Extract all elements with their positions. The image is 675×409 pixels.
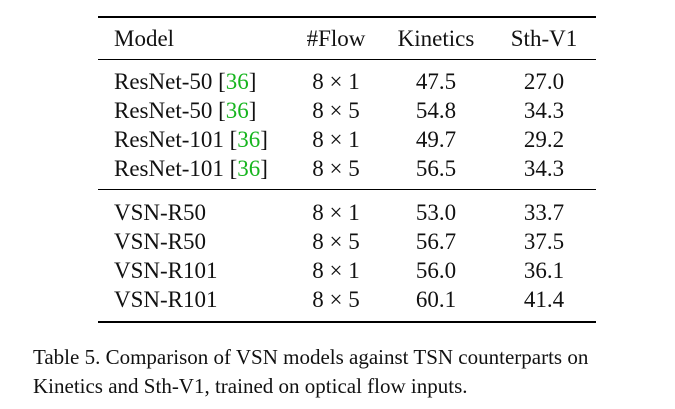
citation-close: ] — [248, 69, 257, 94]
table-header-row: Model #Flow Kinetics Sth-V1 — [98, 24, 596, 53]
citation-link[interactable]: 36 — [237, 156, 261, 181]
sth-v1-cell: 34.3 — [523, 156, 565, 181]
kinetics-cell: 56.5 — [415, 156, 457, 181]
kinetics-cell: 56.0 — [415, 258, 457, 283]
sth-v1-cell: 34.3 — [523, 98, 565, 123]
citation-close: ] — [260, 127, 268, 152]
flow-cell: 8 × 5 — [312, 287, 360, 312]
sth-v1-cell: 41.4 — [523, 287, 565, 312]
table-section-rule — [98, 189, 596, 190]
flow-cell: 8 × 1 — [312, 200, 360, 225]
model-name-cell: ResNet-50 [36] — [114, 67, 256, 96]
flow-cell: 8 × 1 — [312, 258, 360, 283]
table-caption: Table 5. Comparison of VSN models agains… — [33, 343, 673, 401]
header-sth-v1: Sth-V1 — [510, 26, 578, 51]
table-top-rule — [98, 16, 596, 18]
model-name: VSN-R101 — [114, 258, 218, 283]
model-name: VSN-R50 — [114, 200, 207, 225]
model-name: ResNet-101 [ — [114, 156, 238, 181]
table-row: VSN-R101 8 × 5 60.1 41.4 — [98, 285, 596, 314]
sth-v1-cell: 27.0 — [523, 69, 565, 94]
table-row: ResNet-101 [36] 8 × 5 56.5 34.3 — [98, 154, 596, 183]
kinetics-cell: 47.5 — [415, 69, 457, 94]
header-kinetics: Kinetics — [397, 26, 475, 51]
model-name: VSN-R50 — [114, 229, 207, 254]
sth-v1-cell: 36.1 — [523, 258, 565, 283]
table-bottom-rule — [98, 321, 596, 323]
flow-cell: 8 × 1 — [312, 127, 360, 152]
citation-close: ] — [248, 98, 257, 123]
model-name-cell: ResNet-50 [36] — [114, 96, 256, 125]
flow-cell: 8 × 5 — [312, 156, 360, 181]
citation-close: ] — [260, 156, 268, 181]
citation-link[interactable]: 36 — [225, 69, 249, 94]
table-row: ResNet-50 [36] 8 × 5 54.8 34.3 — [98, 96, 596, 125]
model-name: VSN-R101 — [114, 287, 218, 312]
citation-link[interactable]: 36 — [237, 127, 261, 152]
flow-cell: 8 × 5 — [312, 229, 360, 254]
table-row: VSN-R50 8 × 1 53.0 33.7 — [98, 198, 596, 227]
model-name-cell: ResNet-101 [36] — [114, 154, 268, 183]
table-row: VSN-R50 8 × 5 56.7 37.5 — [98, 227, 596, 256]
table-row: VSN-R101 8 × 1 56.0 36.1 — [98, 256, 596, 285]
kinetics-cell: 53.0 — [415, 200, 457, 225]
table-row: ResNet-50 [36] 8 × 1 47.5 27.0 — [98, 67, 596, 96]
caption-line-2: Kinetics and Sth-V1, trained on optical … — [33, 374, 468, 398]
sth-v1-cell: 37.5 — [523, 229, 565, 254]
caption-line-1: Table 5. Comparison of VSN models agains… — [33, 345, 589, 369]
sth-v1-cell: 29.2 — [523, 127, 565, 152]
table-header-rule — [98, 59, 596, 60]
header-model: Model — [114, 26, 175, 51]
model-name: ResNet-101 [ — [114, 127, 238, 152]
model-name: ResNet-50 [ — [114, 69, 226, 94]
sth-v1-cell: 33.7 — [523, 200, 565, 225]
table-row: ResNet-101 [36] 8 × 1 49.7 29.2 — [98, 125, 596, 154]
model-name-cell: ResNet-101 [36] — [114, 125, 268, 154]
header-flow: #Flow — [306, 26, 366, 51]
model-name: ResNet-50 [ — [114, 98, 226, 123]
flow-cell: 8 × 1 — [312, 69, 360, 94]
kinetics-cell: 60.1 — [415, 287, 457, 312]
kinetics-cell: 49.7 — [415, 127, 457, 152]
kinetics-cell: 54.8 — [415, 98, 457, 123]
flow-cell: 8 × 5 — [312, 98, 360, 123]
kinetics-cell: 56.7 — [415, 229, 457, 254]
citation-link[interactable]: 36 — [225, 98, 249, 123]
